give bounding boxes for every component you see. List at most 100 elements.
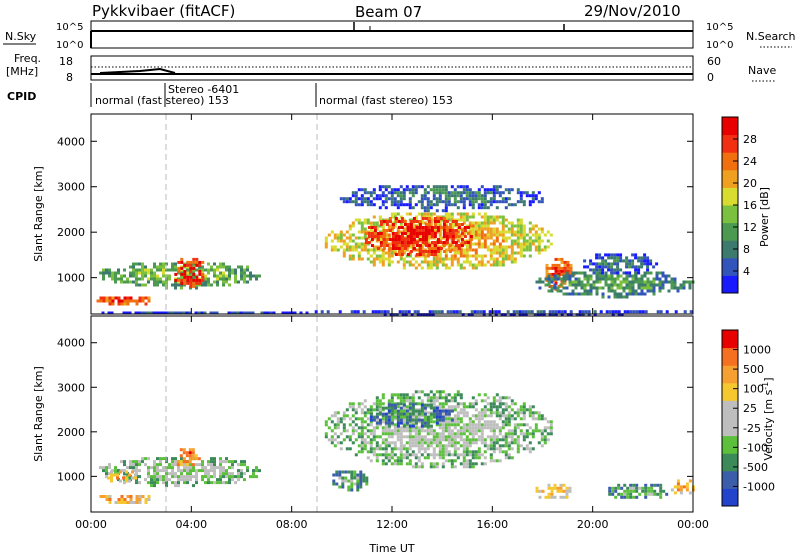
- data-cell: [504, 236, 508, 240]
- data-cell: [444, 429, 448, 433]
- data-cell: [441, 200, 445, 204]
- data-cell: [192, 475, 195, 479]
- data-cell: [650, 486, 654, 490]
- data-cell: [538, 495, 542, 499]
- data-cell: [474, 450, 478, 454]
- data-cell: [495, 414, 499, 418]
- data-cell: [513, 260, 517, 264]
- data-cell: [414, 411, 418, 415]
- x-axis-label: Time UT: [368, 542, 414, 554]
- data-cell: [447, 426, 451, 430]
- data-cell: [219, 460, 222, 464]
- data-cell: [444, 266, 448, 270]
- data-cell: [492, 423, 496, 427]
- data-cell: [543, 426, 547, 430]
- data-cell: [442, 223, 446, 226]
- data-cell: [646, 268, 650, 272]
- data-cell: [489, 444, 493, 448]
- data-cell: [432, 462, 436, 466]
- data-cell: [528, 441, 532, 445]
- data-cell: [327, 233, 331, 237]
- data-cell: [123, 296, 127, 300]
- data-cell: [351, 224, 355, 228]
- data-cell: [393, 411, 397, 415]
- data-cell: [173, 311, 177, 315]
- data-cell: [557, 310, 561, 314]
- data-cell: [188, 448, 192, 452]
- data-cell: [468, 200, 472, 204]
- data-cell: [438, 188, 442, 192]
- data-cell: [563, 269, 567, 273]
- data-cell: [450, 435, 454, 439]
- data-cell: [348, 257, 352, 261]
- data-cell: [432, 203, 436, 207]
- data-cell: [210, 265, 213, 269]
- data-cell: [495, 405, 499, 409]
- data-cell: [424, 223, 428, 226]
- data-cell: [429, 203, 433, 207]
- colorbar-swatch: [722, 117, 738, 136]
- data-cell: [375, 415, 379, 419]
- data-cell: [560, 269, 564, 273]
- data-cell: [483, 254, 487, 258]
- data-cell: [628, 283, 632, 287]
- data-cell: [414, 402, 418, 406]
- data-cell: [387, 251, 391, 255]
- data-cell: [456, 239, 460, 243]
- data-cell: [498, 399, 502, 403]
- data-cell: [258, 274, 261, 278]
- data-cell: [471, 435, 475, 439]
- data-cell: [456, 405, 460, 409]
- data-cell: [629, 489, 633, 493]
- data-cell: [637, 280, 641, 284]
- data-cell: [477, 203, 481, 207]
- data-cell: [507, 423, 511, 427]
- data-cell: [528, 194, 532, 198]
- data-cell: [557, 269, 561, 273]
- data-cell: [240, 475, 243, 479]
- data-cell: [342, 239, 346, 243]
- data-cell: [393, 462, 397, 466]
- data-cell: [342, 254, 346, 258]
- data-cell: [421, 241, 425, 244]
- data-cell: [393, 393, 397, 397]
- data-cell: [402, 194, 406, 198]
- data-cell: [471, 405, 475, 409]
- data-cell: [637, 271, 641, 275]
- data-cell: [418, 229, 422, 232]
- data-cell: [559, 486, 563, 490]
- data-cell: [168, 277, 171, 281]
- data-cell: [489, 411, 493, 415]
- data-cell: [466, 232, 470, 235]
- data-cell: [450, 248, 454, 252]
- data-cell: [477, 224, 481, 228]
- data-cell: [420, 390, 424, 394]
- data-cell: [462, 188, 466, 192]
- data-cell: [474, 263, 478, 267]
- data-cell: [194, 311, 198, 315]
- data-cell: [480, 230, 484, 234]
- data-cell: [390, 432, 394, 436]
- data-cell: [629, 492, 633, 496]
- data-cell: [200, 311, 204, 315]
- data-cell: [441, 418, 445, 422]
- data-cell: [459, 191, 463, 195]
- data-cell: [168, 472, 171, 476]
- data-cell: [449, 310, 453, 314]
- data-cell: [545, 272, 549, 276]
- data-cell: [616, 256, 620, 260]
- data-cell: [363, 248, 367, 252]
- data-cell: [375, 447, 379, 451]
- data-cell: [397, 241, 401, 244]
- data-cell: [438, 453, 442, 457]
- data-cell: [468, 224, 472, 228]
- data-cell: [102, 469, 105, 473]
- data-cell: [183, 278, 187, 282]
- x-tick-label: 00:00: [75, 518, 107, 531]
- data-cell: [471, 423, 475, 427]
- data-cell: [372, 402, 376, 406]
- data-cell: [429, 406, 433, 410]
- data-cell: [423, 209, 427, 213]
- data-cell: [354, 197, 358, 201]
- data-cell: [495, 257, 499, 261]
